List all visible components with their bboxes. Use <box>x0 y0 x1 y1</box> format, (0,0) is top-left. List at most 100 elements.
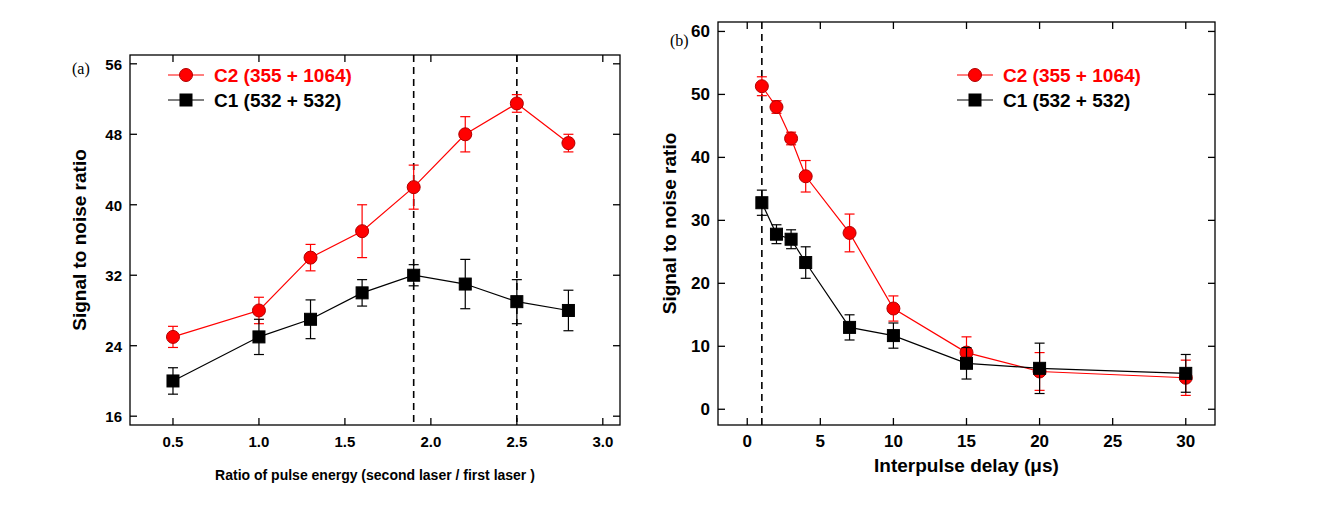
panel-label: (b) <box>670 32 689 50</box>
error-cap <box>512 94 522 95</box>
error-cap <box>888 295 898 296</box>
y-tick <box>130 63 137 64</box>
data-point <box>167 375 179 387</box>
error-cap <box>254 319 264 320</box>
x-tick-label: 20 <box>1030 432 1049 451</box>
data-point <box>356 287 368 299</box>
error-bar <box>888 323 898 348</box>
error-cap <box>409 209 419 210</box>
error-cap <box>409 165 419 166</box>
x-tick-top <box>172 55 173 62</box>
error-cap <box>845 213 855 214</box>
y-tick <box>718 94 725 95</box>
error-cap <box>962 336 972 337</box>
data-point <box>305 313 317 325</box>
data-point <box>756 197 768 209</box>
error-cap <box>1181 392 1191 393</box>
error-cap <box>801 191 811 192</box>
plot-data <box>755 22 1192 425</box>
y-tick-label: 40 <box>691 148 710 167</box>
error-cap <box>1035 343 1045 344</box>
error-cap <box>254 354 264 355</box>
error-cap <box>845 251 855 252</box>
y-tick-right <box>1208 31 1215 32</box>
y-tick-right <box>1208 283 1215 284</box>
legend-marker <box>969 69 982 82</box>
error-cap <box>512 112 522 113</box>
data-point <box>799 170 812 183</box>
data-point <box>755 80 768 93</box>
y-tick-right <box>613 204 620 205</box>
x-tick-label: 3.0 <box>592 433 613 450</box>
x-tick <box>1039 418 1040 425</box>
y-tick-label: 48 <box>105 126 122 143</box>
error-cap <box>757 190 767 191</box>
data-point <box>562 137 575 150</box>
error-cap <box>801 160 811 161</box>
x-tick-top <box>344 55 345 62</box>
data-point <box>800 257 812 269</box>
error-cap <box>460 151 470 152</box>
figure: 0.51.01.52.02.53.0162432404856Ratio of p… <box>0 0 1320 510</box>
x-tick <box>747 418 748 425</box>
data-point <box>510 97 523 110</box>
x-tick-top <box>1039 22 1040 29</box>
y-tick <box>130 416 137 417</box>
legend-marker <box>969 94 981 106</box>
y-tick-label: 0 <box>701 400 710 419</box>
y-tick <box>718 409 725 410</box>
x-tick-label: 10 <box>884 432 903 451</box>
x-tick-top <box>430 55 431 62</box>
error-cap <box>168 326 178 327</box>
error-bar <box>801 247 811 278</box>
y-tick <box>130 204 137 205</box>
legend-label: C1 (532 + 532) <box>214 90 341 111</box>
error-cap <box>962 347 972 348</box>
data-point <box>770 228 782 240</box>
error-cap <box>563 330 573 331</box>
x-tick <box>430 418 431 425</box>
y-tick-label: 50 <box>691 85 710 104</box>
error-bar <box>757 190 767 215</box>
error-cap <box>845 339 855 340</box>
x-tick-top <box>1185 22 1186 29</box>
x-tick-label: 1.0 <box>249 433 270 450</box>
error-cap <box>801 278 811 279</box>
y-tick-right <box>613 134 620 135</box>
x-tick-label: 5 <box>816 432 825 451</box>
error-cap <box>1181 395 1191 396</box>
panel: 0.51.01.52.02.53.0162432404856Ratio of p… <box>69 55 620 483</box>
x-axis-label: Interpulse delay (μs) <box>874 455 1059 476</box>
error-bar <box>512 280 522 324</box>
y-tick-right <box>1208 409 1215 410</box>
y-tick <box>718 157 725 158</box>
y-tick-label: 30 <box>691 211 710 230</box>
x-tick-label: 2.5 <box>506 433 527 450</box>
data-point <box>785 132 798 145</box>
x-tick <box>820 418 821 425</box>
legend: C2 (355 + 1064)C1 (532 + 532) <box>168 65 352 111</box>
y-axis-label: Signal to noise ratio <box>659 133 680 315</box>
y-tick <box>130 275 137 276</box>
error-cap <box>962 378 972 379</box>
reference-line <box>413 55 415 425</box>
data-point <box>511 296 523 308</box>
error-bar <box>563 290 573 331</box>
error-bar <box>1035 343 1045 393</box>
error-cap <box>460 259 470 260</box>
error-cap <box>168 347 178 348</box>
data-point <box>844 321 856 333</box>
data-point <box>356 225 369 238</box>
error-cap <box>357 257 367 258</box>
error-bar <box>786 230 796 249</box>
x-tick-top <box>893 22 894 29</box>
y-tick <box>130 134 137 135</box>
y-tick-right <box>1208 220 1215 221</box>
data-point <box>304 251 317 264</box>
error-bar <box>168 368 178 394</box>
x-tick-top <box>602 55 603 62</box>
error-cap <box>1035 393 1045 394</box>
error-bar <box>845 315 855 340</box>
error-bar <box>306 300 316 339</box>
x-tick-label: 25 <box>1103 432 1122 451</box>
